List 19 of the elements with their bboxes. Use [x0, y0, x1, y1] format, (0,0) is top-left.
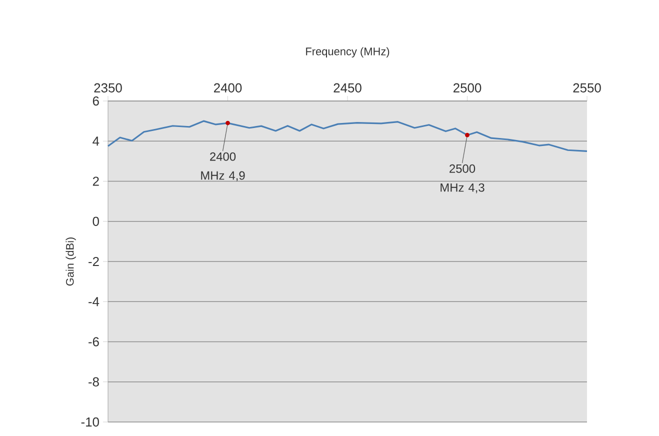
x-tick-label: 2550 — [573, 83, 601, 92]
y-tick-label: 6 — [92, 96, 99, 106]
y-tick-label: 4 — [92, 136, 100, 146]
y-tick-label: 0 — [92, 216, 99, 226]
y-axis-title: Gain (dBi) — [66, 238, 76, 286]
annotation: 2500 MHz 4,3 — [440, 164, 484, 194]
y-tick-label: -4 — [88, 297, 100, 306]
annotation: 2400 MHz 4,9 — [201, 152, 245, 182]
y-tick-label: -8 — [88, 377, 99, 386]
line-series — [107, 120, 588, 152]
x-tick-label: 2500 — [454, 83, 482, 92]
y-tick-label: -2 — [88, 256, 99, 266]
x-tick-label: 2450 — [334, 83, 362, 92]
y-tick-label: 2 — [92, 176, 99, 186]
x-tick-label: 2350 — [94, 83, 122, 92]
y-tick-label: -6 — [88, 337, 99, 346]
x-tick-label: 2400 — [214, 83, 242, 92]
x-axis-title: Frequency (MHz) — [306, 47, 390, 58]
y-tick-label: -10 — [81, 417, 99, 427]
